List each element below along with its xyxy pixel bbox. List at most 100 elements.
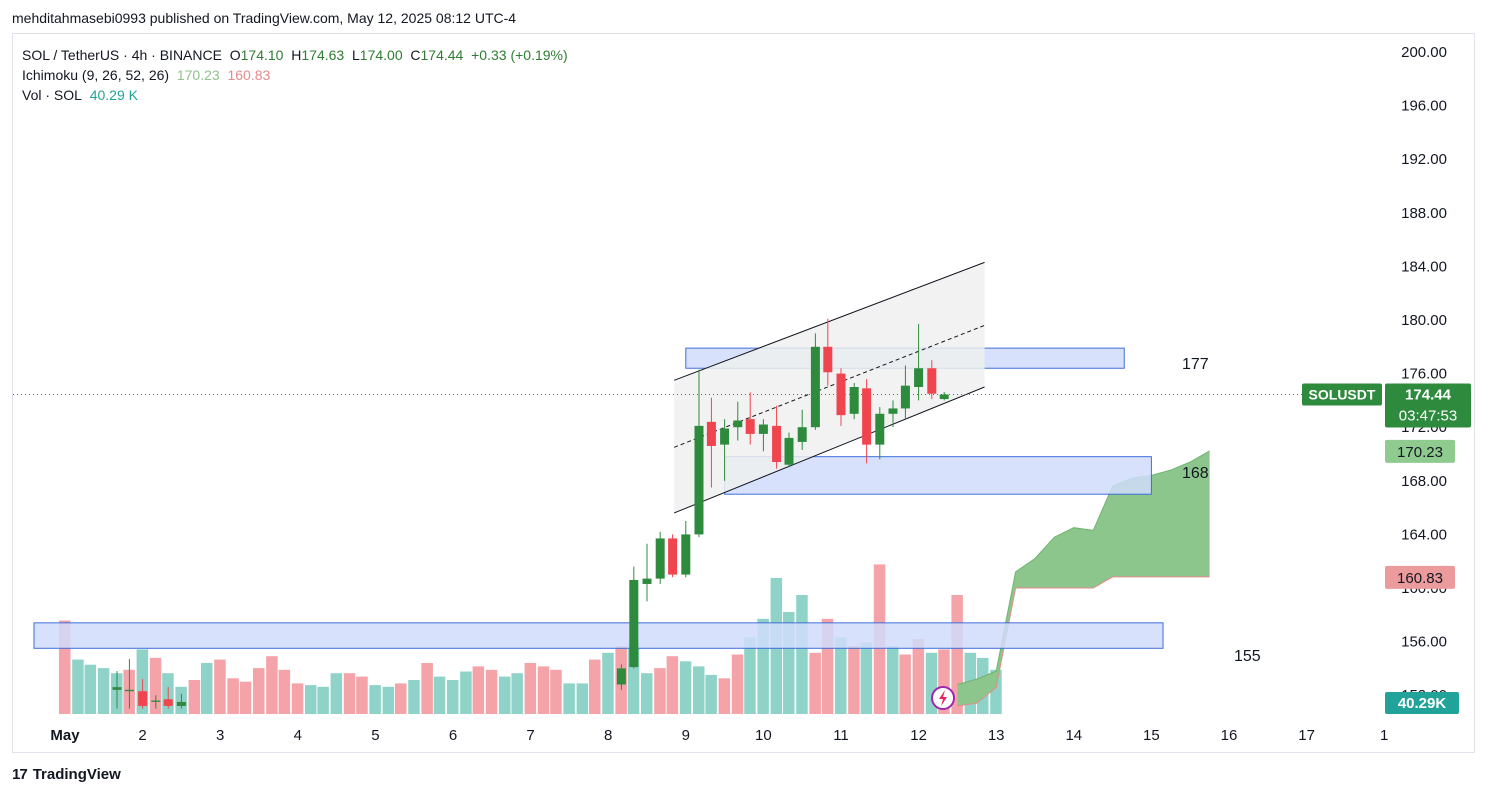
ichimoku-label[interactable]: Ichimoku (9, 26, 52, 26) <box>22 67 170 83</box>
volume-bar <box>925 652 938 714</box>
x-tick-label: 11 <box>833 727 849 744</box>
change-value: +0.33 (+0.19%) <box>471 47 568 63</box>
x-tick-label: 8 <box>604 727 612 744</box>
ichimoku-legend-row[interactable]: Ichimoku (9, 26, 52, 26) 170.23 160.83 <box>22 65 568 85</box>
zone-155 <box>33 622 1164 649</box>
open-value: 174.10 <box>240 47 284 63</box>
volume-bar <box>886 646 899 714</box>
volume-bar <box>912 639 925 714</box>
volume-bar <box>848 646 860 714</box>
ichimoku-span-a-line <box>957 450 1210 685</box>
y-tick-label: 168.00 <box>1401 473 1447 490</box>
ichimoku-span-a-value: 170.23 <box>176 67 220 83</box>
y-tick-label: 188.00 <box>1401 205 1447 222</box>
x-tick-label: 16 <box>1221 727 1238 744</box>
open-label: O <box>229 47 241 63</box>
volume-bar <box>291 683 304 714</box>
candle-body <box>836 373 846 416</box>
volume-bar <box>84 664 97 714</box>
symbol-legend-row[interactable]: SOL / TetherUS · 4h · BINANCE O174.10 H1… <box>22 45 568 65</box>
volume-bar <box>59 620 71 714</box>
volume-bar <box>990 669 1002 714</box>
ichimoku-cloud <box>957 450 1210 706</box>
volume-bar <box>447 680 459 714</box>
volume-bar <box>692 666 705 714</box>
chart-frame[interactable] <box>12 33 1475 753</box>
candle-body <box>163 699 173 706</box>
high-value: 174.63 <box>301 47 345 63</box>
volume-bar <box>188 680 201 714</box>
volume-bar <box>899 654 911 714</box>
volume-bar <box>821 618 834 714</box>
volume-bar <box>744 637 756 714</box>
y-tick-label: 184.00 <box>1401 258 1447 275</box>
y-tick-label: 200.00 <box>1401 44 1447 61</box>
span-b-badge <box>1385 565 1455 589</box>
candle-body <box>914 368 924 387</box>
candle-body <box>720 428 730 445</box>
candle-body <box>112 687 122 690</box>
candle-body <box>939 394 949 400</box>
volume-bar <box>421 663 433 714</box>
volume-bar <box>809 652 821 714</box>
volume-bar <box>654 668 666 714</box>
candle-body <box>138 691 148 706</box>
current-price-text: 174.44 <box>1405 387 1452 404</box>
span-a-badge <box>1385 439 1455 463</box>
lightning-icon-bolt <box>939 690 947 706</box>
high-label: H <box>291 47 302 63</box>
x-tick-label: 4 <box>294 727 302 744</box>
x-tick-label: May <box>50 727 80 744</box>
y-tick-label: 176.00 <box>1401 366 1447 383</box>
volume-bar <box>304 685 317 714</box>
volume-bar <box>343 673 356 714</box>
x-tick-label: 14 <box>1065 727 1082 744</box>
symbol-label[interactable]: SOL / TetherUS · 4h · BINANCE <box>22 47 222 63</box>
x-tick-label: 10 <box>755 727 772 744</box>
volume-bar <box>731 654 744 714</box>
volume-legend-row[interactable]: Vol · SOL 40.29 K <box>22 85 568 105</box>
channel-fill <box>674 262 985 513</box>
x-tick-label: 6 <box>449 727 457 744</box>
candle-body <box>900 385 910 409</box>
channel-upper-line <box>673 261 985 381</box>
plot-area <box>13 261 1385 714</box>
candle-body <box>823 346 833 373</box>
volume-bar <box>97 668 110 714</box>
volume-bar <box>201 663 213 714</box>
y-tick-label: 180.00 <box>1401 312 1447 329</box>
candle-body <box>629 579 639 668</box>
candle-body <box>176 701 186 706</box>
candle-body <box>706 421 716 446</box>
candle-body <box>888 408 898 414</box>
volume-bar <box>253 668 265 714</box>
volume-badge-text: 40.29K <box>1398 695 1447 712</box>
tradingview-logo[interactable]: 17 TradingView <box>12 766 121 783</box>
volume-bar <box>641 673 653 714</box>
y-tick-label: 156.00 <box>1401 634 1447 651</box>
volume-bar <box>835 637 847 714</box>
volume-bar <box>460 671 472 714</box>
candle-body <box>797 427 807 442</box>
volume-bar <box>485 669 498 714</box>
candle-body <box>849 387 859 414</box>
x-tick-label: 3 <box>216 727 224 744</box>
x-tick-label: 2 <box>138 727 146 744</box>
candle-body <box>733 420 743 428</box>
y-tick-label: 192.00 <box>1401 151 1447 168</box>
candle-body <box>151 700 161 702</box>
tradingview-logo-text: TradingView <box>32 766 121 783</box>
close-label: C <box>410 47 421 63</box>
x-tick-label: 7 <box>526 727 534 744</box>
volume-bar <box>433 676 446 714</box>
x-tick-label: 15 <box>1143 727 1160 744</box>
volume-bar <box>149 657 162 714</box>
candle-body <box>772 425 782 463</box>
x-tick-label: 13 <box>988 727 1005 744</box>
current-price-badge <box>1385 383 1471 428</box>
volume-label[interactable]: Vol · SOL <box>22 87 82 103</box>
volume-bar <box>563 683 575 714</box>
volume-bar <box>511 673 523 714</box>
volume-bar <box>227 678 239 714</box>
